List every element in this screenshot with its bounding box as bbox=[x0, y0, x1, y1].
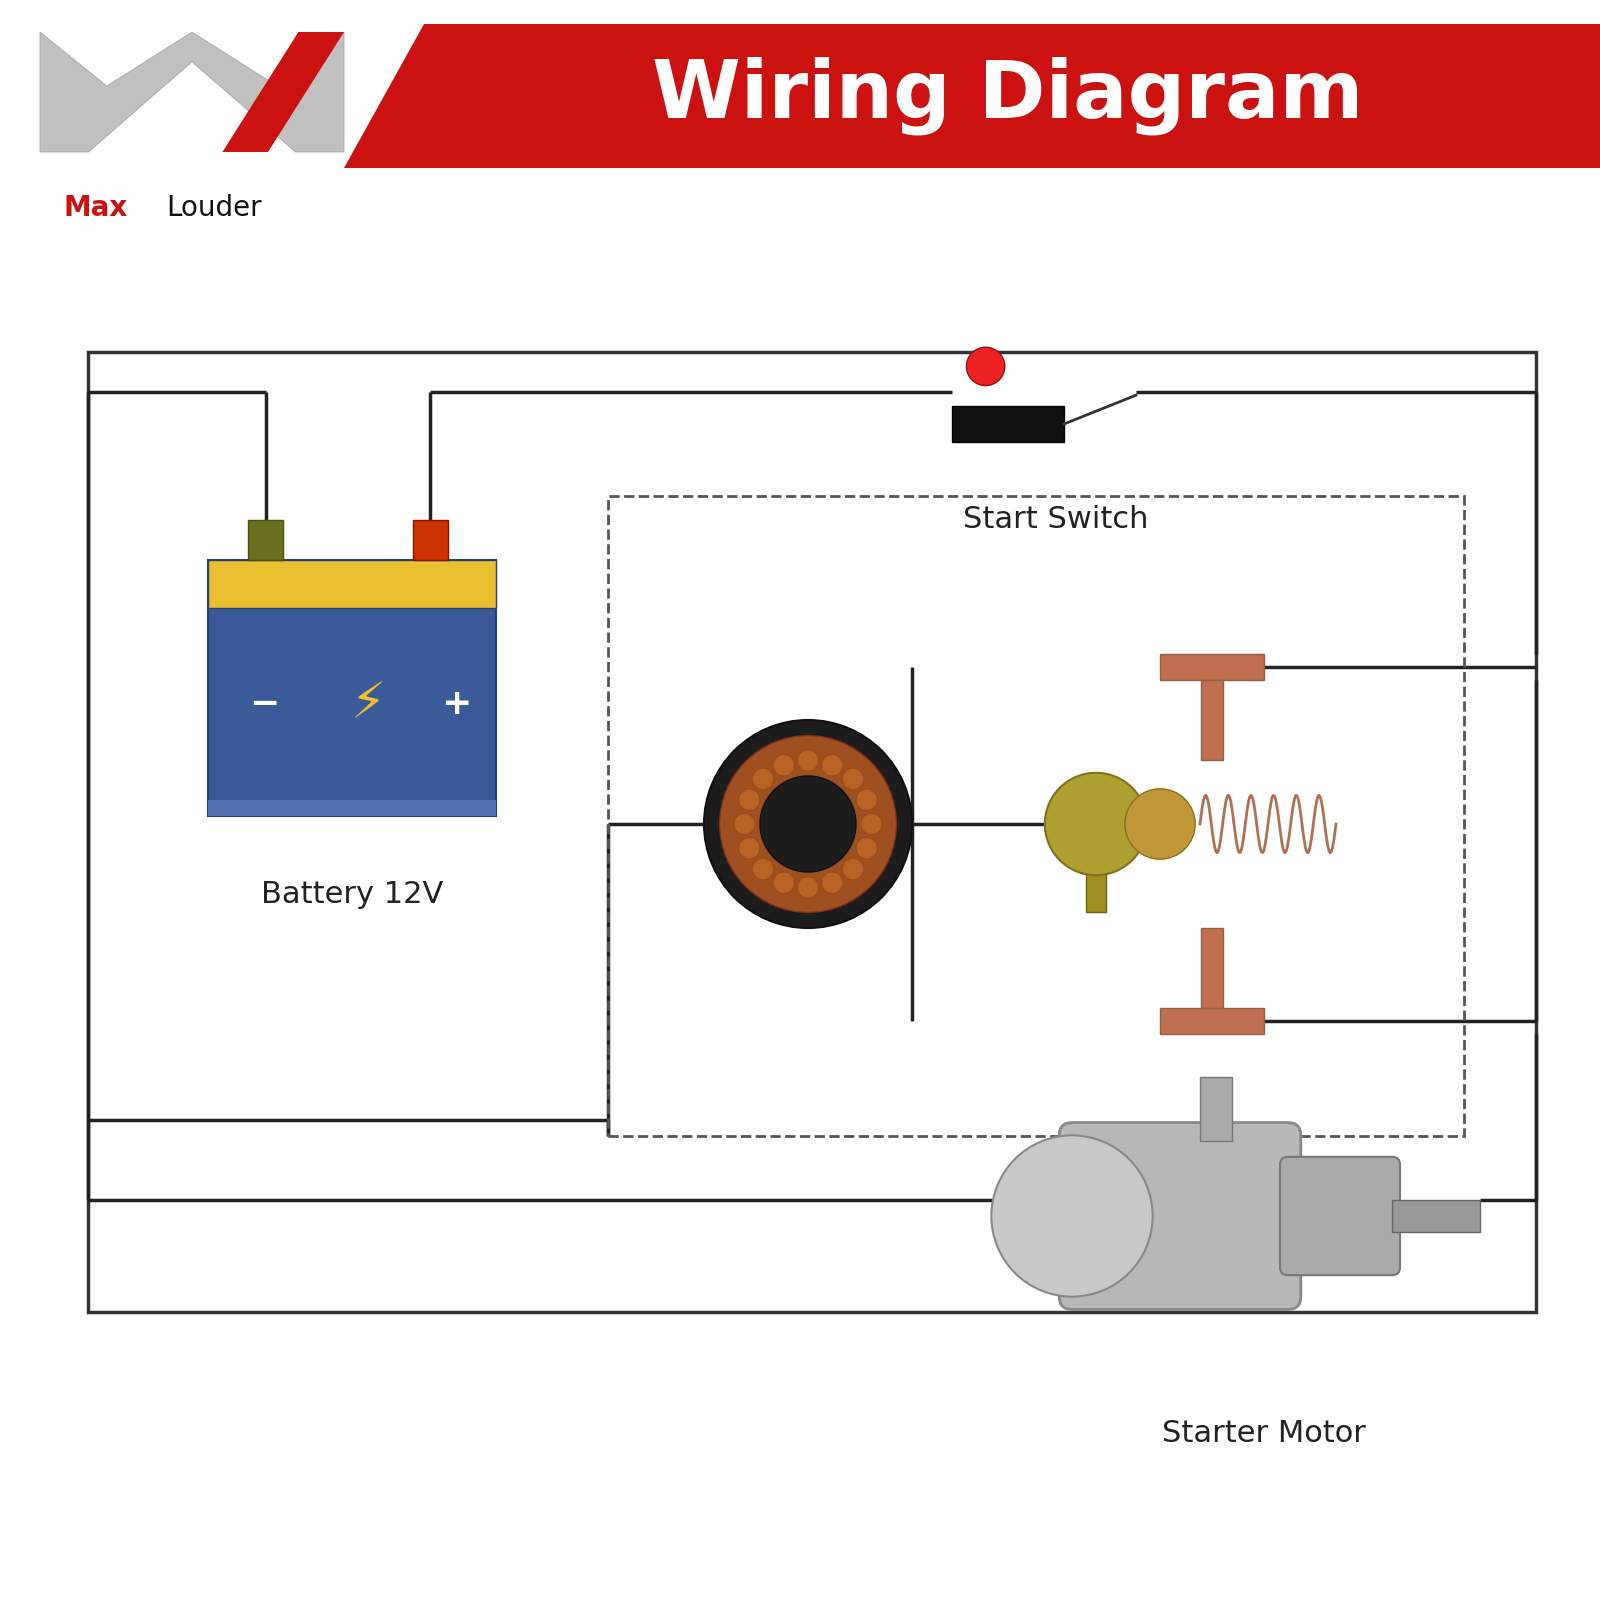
Bar bbox=[208, 800, 496, 816]
Text: −: − bbox=[250, 686, 278, 722]
Circle shape bbox=[822, 755, 843, 776]
Bar bbox=[413, 520, 448, 560]
Polygon shape bbox=[222, 32, 344, 152]
Circle shape bbox=[856, 789, 877, 810]
Circle shape bbox=[797, 877, 819, 898]
Bar bbox=[1200, 1077, 1232, 1141]
Bar bbox=[88, 352, 1536, 1312]
Bar bbox=[1160, 1008, 1264, 1034]
Circle shape bbox=[734, 813, 755, 835]
Bar bbox=[1086, 851, 1106, 912]
FancyBboxPatch shape bbox=[1280, 1157, 1400, 1275]
Circle shape bbox=[739, 838, 760, 859]
Bar bbox=[1160, 654, 1264, 680]
Circle shape bbox=[856, 838, 877, 859]
Circle shape bbox=[842, 858, 864, 880]
Circle shape bbox=[752, 768, 774, 790]
Circle shape bbox=[720, 736, 896, 912]
Polygon shape bbox=[344, 24, 1600, 168]
Bar bbox=[248, 520, 283, 560]
Circle shape bbox=[966, 347, 1005, 386]
Circle shape bbox=[760, 776, 856, 872]
Circle shape bbox=[752, 858, 774, 880]
Circle shape bbox=[773, 755, 794, 776]
Bar bbox=[208, 560, 496, 816]
Text: Battery 12V: Battery 12V bbox=[261, 880, 443, 909]
Circle shape bbox=[861, 813, 882, 835]
Circle shape bbox=[797, 750, 819, 771]
Text: Louder: Louder bbox=[166, 194, 262, 222]
Bar bbox=[608, 496, 1464, 1136]
Bar bbox=[1392, 1200, 1480, 1232]
Bar bbox=[952, 406, 1064, 442]
Bar bbox=[0, 8, 376, 184]
Circle shape bbox=[1045, 773, 1147, 875]
Polygon shape bbox=[40, 32, 344, 152]
Circle shape bbox=[739, 789, 760, 810]
Circle shape bbox=[704, 720, 912, 928]
Bar bbox=[208, 560, 496, 608]
Text: Wiring Diagram: Wiring Diagram bbox=[653, 56, 1363, 136]
Bar bbox=[1202, 928, 1224, 1008]
Text: Start Switch: Start Switch bbox=[963, 506, 1149, 534]
Circle shape bbox=[822, 872, 843, 893]
Text: Max: Max bbox=[64, 194, 128, 222]
Text: ⚡: ⚡ bbox=[350, 680, 386, 728]
Bar bbox=[1202, 680, 1224, 760]
Circle shape bbox=[773, 872, 794, 893]
Circle shape bbox=[1125, 789, 1195, 859]
Text: +: + bbox=[442, 686, 470, 722]
Circle shape bbox=[992, 1136, 1152, 1296]
FancyBboxPatch shape bbox=[1059, 1123, 1301, 1309]
Text: Starter Motor: Starter Motor bbox=[1162, 1419, 1366, 1448]
Circle shape bbox=[842, 768, 864, 790]
